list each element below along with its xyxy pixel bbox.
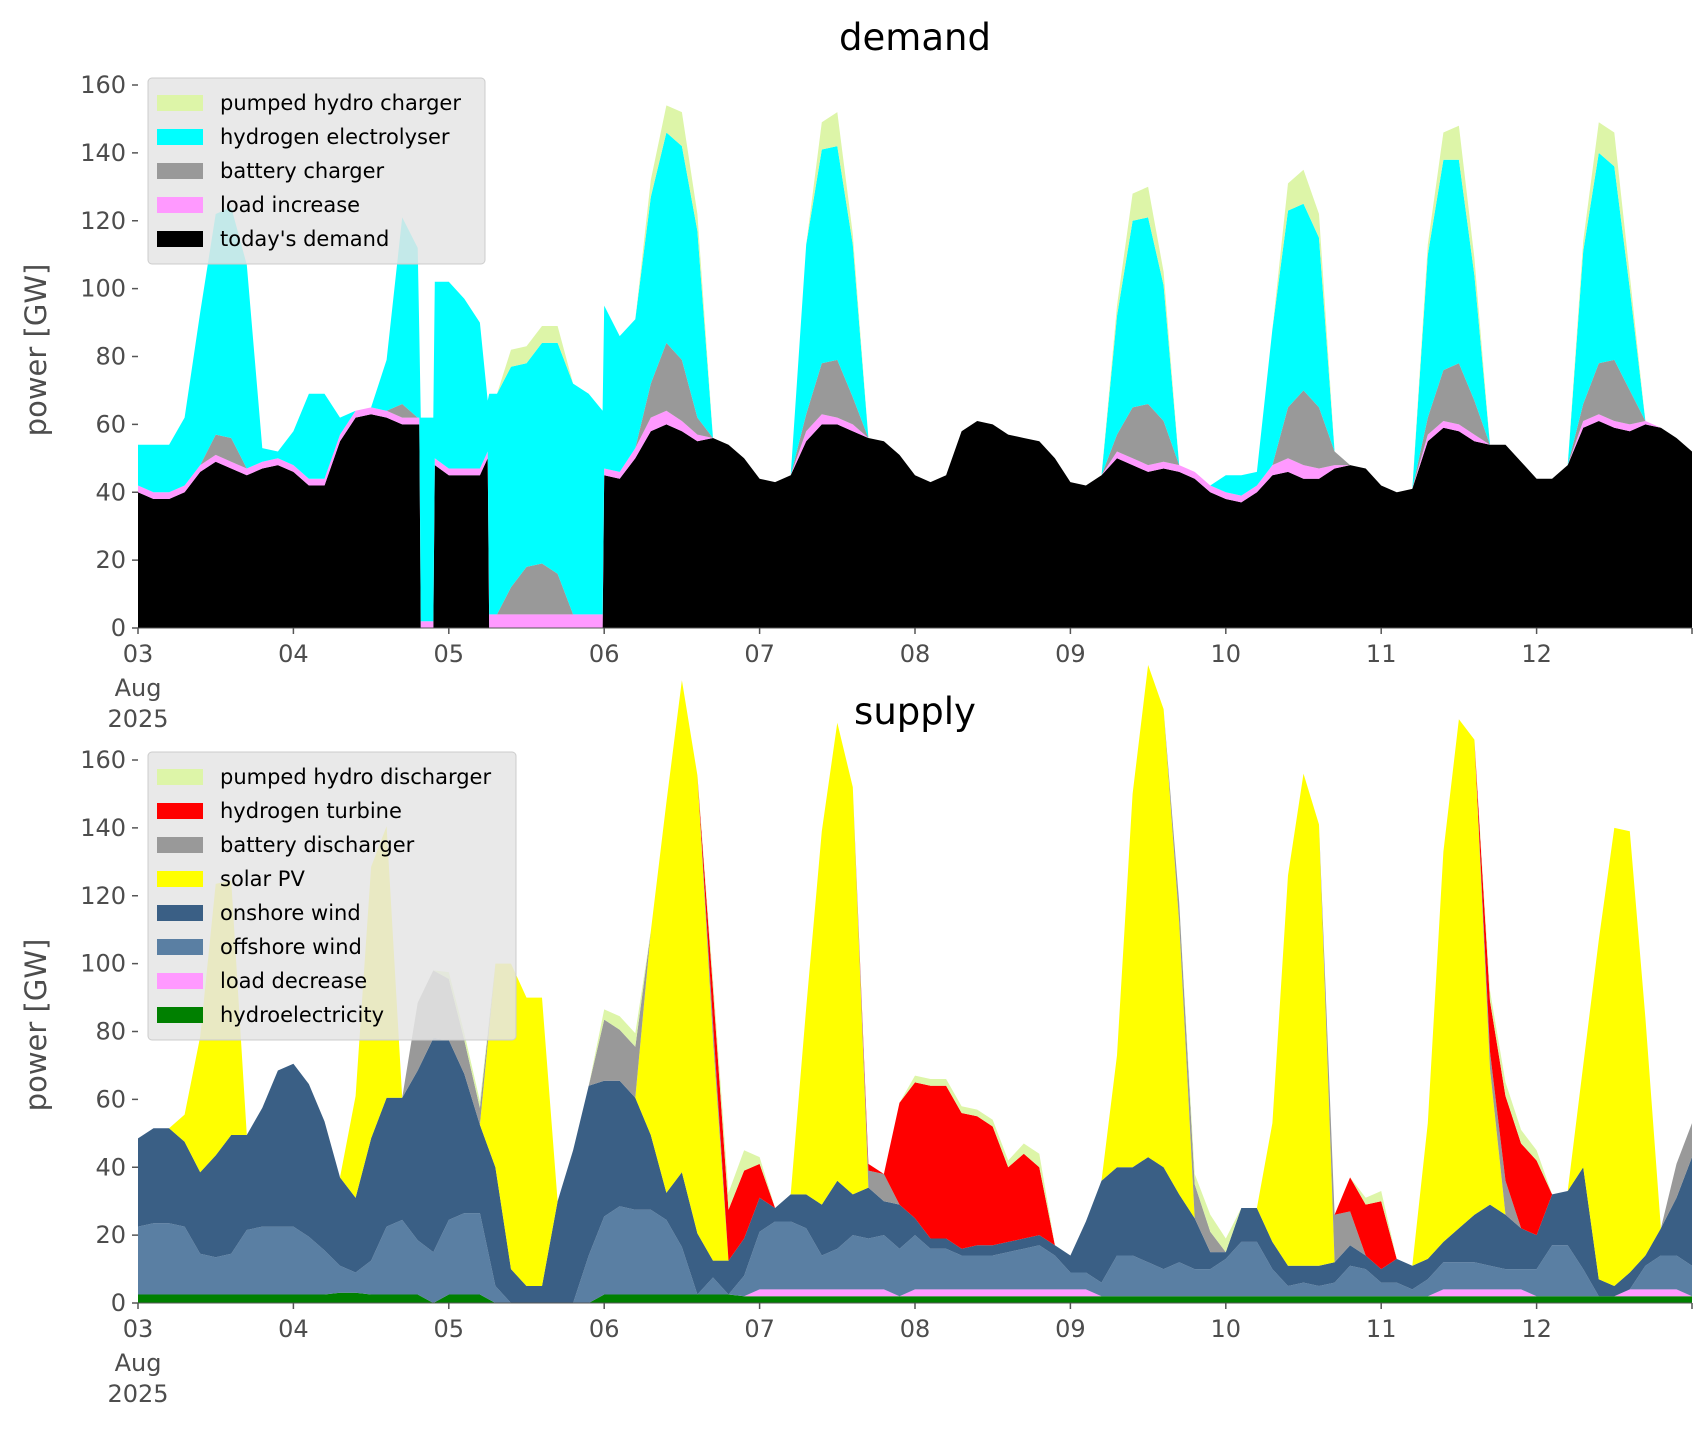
supply-legend-label-hydroelectricity: hydroelectricity [220, 1003, 384, 1027]
demand-chart: demand power [GW] 0204060801001201401600… [19, 16, 1693, 733]
demand-legend-swatch-battery-charger [157, 163, 203, 179]
supply-axes: 0 20 40 60 80 100 120 140 160 03 04 05 06 07 08 09 10 11 1… [80, 746, 1693, 1408]
supply-legend-swatch-pumped-hydro-discharger [157, 769, 203, 785]
demand-x-tick-label: 05 [434, 640, 465, 668]
supply-chart: supply power [GW] 0204060801001201401600… [19, 665, 1693, 1408]
demand-legend-label-today-s-demand: today's demand [220, 227, 389, 251]
supply-area-solar-pv [138, 665, 1692, 1286]
demand-y-tick-label: 100 [80, 275, 126, 303]
supply-y-tick-label: 60 [95, 1085, 126, 1113]
supply-legend-label-load-decrease: load decrease [220, 969, 367, 993]
demand-y-tick-label: 40 [95, 478, 126, 506]
demand-legend-box [147, 77, 486, 265]
supply-legend-label-solar-pv: solar PV [220, 867, 305, 891]
demand-y-tick-label: 140 [80, 139, 126, 167]
demand-legend-swatch-today-s-demand [157, 231, 203, 247]
demand-legend-label-pumped-hydro-charger: pumped hydro charger [220, 91, 461, 115]
supply-x-tick-label: 10 [1211, 1315, 1242, 1343]
supply-areas [138, 665, 1692, 1303]
demand-area-pumped-hydro-charger [138, 105, 1692, 493]
supply-x-tick-label: 03 [123, 1315, 154, 1343]
demand-y-tick-label: 0 [111, 614, 126, 642]
demand-legend-label-load-increase: load increase [220, 193, 360, 217]
demand-legend: pumped hydro charger hydrogen electrolyse… [147, 77, 486, 265]
demand-x-tick-label: 06 [589, 640, 620, 668]
supply-legend-swatch-offshore-wind [157, 939, 203, 955]
supply-legend-swatch-hydrogen-turbine [157, 803, 203, 819]
supply-y-axis-label: power [GW] [19, 939, 53, 1112]
supply-x-tick-label: 11 [1366, 1315, 1397, 1343]
supply-legend: pumped hydro discharger hydrogen turbine b… [147, 751, 517, 1041]
demand-x-tick-label: 07 [744, 640, 775, 668]
supply-area-offshore-wind [138, 1206, 1692, 1303]
supply-x-sublabel: 2025 [107, 1380, 168, 1408]
demand-y-tick-label: 120 [80, 207, 126, 235]
supply-legend-swatch-onshore-wind [157, 905, 203, 921]
supply-legend-label-offshore-wind: offshore wind [220, 935, 362, 959]
demand-x-sublabel: 2025 [107, 705, 168, 733]
demand-y-axis-label: power [GW] [19, 264, 53, 437]
demand-x-tick-label: 03 [123, 640, 154, 668]
supply-legend-swatch-battery-discharger [157, 837, 203, 853]
demand-area-battery-charger [138, 342, 1692, 622]
supply-x-tick-label: 05 [434, 1315, 465, 1343]
demand-x-tick-label: 04 [278, 640, 309, 668]
demand-legend-swatch-load-increase [157, 197, 203, 213]
supply-x-tick-label: 04 [278, 1315, 309, 1343]
supply-area-hydroelectricity [138, 1292, 1692, 1303]
demand-x-tick-label: 09 [1055, 640, 1086, 668]
demand-legend-label-battery-charger: battery charger [220, 159, 385, 183]
demand-legend-swatch-hydrogen-electrolyser [157, 129, 203, 145]
demand-y-tick-label: 160 [80, 71, 126, 99]
supply-title: supply [854, 690, 976, 733]
demand-y-tick-label: 60 [95, 410, 126, 438]
supply-y-tick-label: 80 [95, 1018, 126, 1046]
supply-y-tick-label: 160 [80, 746, 126, 774]
supply-area-onshore-wind [138, 1038, 1692, 1303]
demand-y-tick-label: 20 [95, 546, 126, 574]
demand-x-tick-label: 08 [900, 640, 931, 668]
demand-area-hydrogen-electrolyser [138, 132, 1692, 622]
demand-x-tick-label: 12 [1521, 640, 1552, 668]
supply-y-tick-label: 20 [95, 1221, 126, 1249]
demand-axes: 0 20 40 60 80 100 120 140 160 03 04 05 06 07 08 09 10 11 1… [80, 71, 1693, 733]
supply-legend-swatch-load-decrease [157, 973, 203, 989]
supply-x-tick-label: 06 [589, 1315, 620, 1343]
demand-title: demand [839, 16, 991, 59]
supply-x-tick-label: 09 [1055, 1315, 1086, 1343]
supply-y-tick-label: 140 [80, 814, 126, 842]
supply-legend-label-pumped-hydro-discharger: pumped hydro discharger [220, 765, 491, 789]
supply-x-sublabel: Aug [115, 1349, 162, 1377]
demand-areas [138, 105, 1692, 628]
demand-legend-label-hydrogen-electrolyser: hydrogen electrolyser [220, 125, 450, 149]
supply-x-tick-label: 07 [744, 1315, 775, 1343]
supply-y-tick-label: 0 [111, 1289, 126, 1317]
demand-area-today-s-demand [138, 414, 1692, 628]
supply-x-tick-label: 08 [900, 1315, 931, 1343]
demand-legend-swatch-pumped-hydro-charger [157, 95, 203, 111]
supply-legend-label-onshore-wind: onshore wind [220, 901, 361, 925]
demand-x-tick-label: 10 [1211, 640, 1242, 668]
supply-x-tick-label: 12 [1521, 1315, 1552, 1343]
supply-y-tick-label: 40 [95, 1153, 126, 1181]
demand-x-tick-label: 11 [1366, 640, 1397, 668]
supply-legend-swatch-solar-pv [157, 871, 203, 887]
demand-y-tick-label: 80 [95, 343, 126, 371]
supply-legend-label-hydrogen-turbine: hydrogen turbine [220, 799, 402, 823]
supply-area-hydrogen-turbine [138, 665, 1692, 1270]
supply-y-tick-label: 120 [80, 882, 126, 910]
supply-y-tick-label: 100 [80, 950, 126, 978]
supply-legend-swatch-hydroelectricity [157, 1007, 203, 1023]
demand-x-sublabel: Aug [115, 674, 162, 702]
supply-area-load-decrease [138, 1289, 1692, 1303]
supply-legend-box [147, 751, 517, 1041]
supply-legend-label-battery-discharger: battery discharger [220, 833, 415, 857]
